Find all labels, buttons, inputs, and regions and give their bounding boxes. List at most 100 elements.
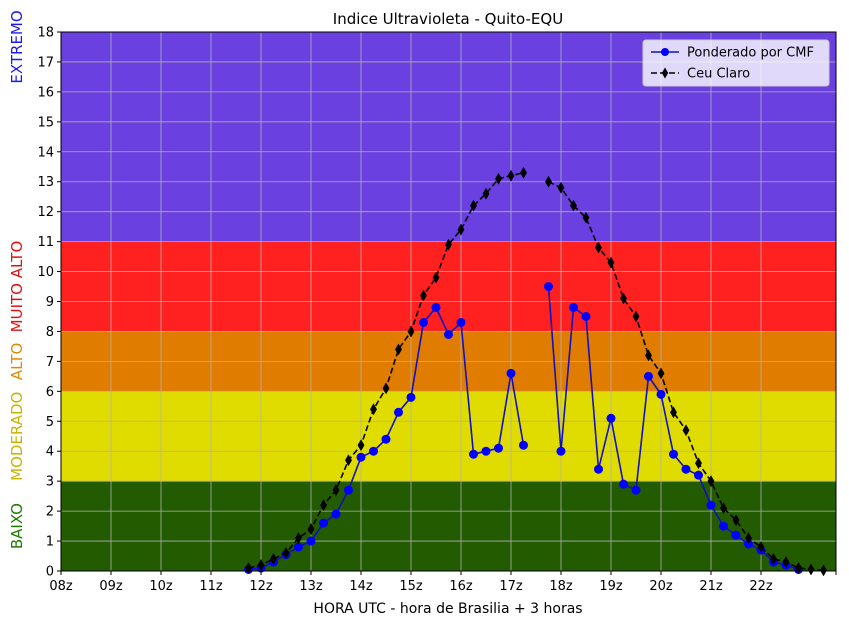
- y-tick-label: 3: [46, 475, 54, 490]
- data-point-ceu-claro: [607, 256, 615, 269]
- data-point-ponderado-por-cmf: [331, 509, 341, 519]
- data-point-ponderado-por-cmf: [681, 464, 691, 474]
- data-point-ceu-claro: [295, 532, 302, 545]
- y-tick-label: 2: [46, 505, 54, 520]
- data-point-ceu-claro: [432, 271, 440, 284]
- data-point-ceu-claro: [645, 349, 652, 362]
- y-tick-label: 9: [46, 295, 54, 310]
- data-point-ceu-claro: [307, 523, 315, 536]
- band-muito-alto: [61, 241, 836, 332]
- data-point-ceu-claro: [482, 187, 490, 200]
- x-tick-label: 13z: [299, 579, 323, 594]
- data-point-ceu-claro: [357, 439, 365, 452]
- band-label-baixo: BAIXO: [8, 503, 26, 549]
- data-point-ceu-claro: [570, 199, 577, 212]
- y-tick-label: 17: [37, 55, 54, 70]
- data-point-ponderado-por-cmf: [481, 446, 491, 456]
- data-point-ceu-claro: [520, 166, 527, 179]
- data-point-ponderado-por-cmf: [719, 521, 728, 531]
- data-point-ponderado-por-cmf: [506, 368, 516, 378]
- data-point-ponderado-por-cmf: [344, 485, 353, 495]
- legend: Ponderado por CMF Ceu Claro: [642, 39, 830, 87]
- data-point-ceu-claro: [732, 514, 740, 527]
- data-point-ceu-claro: [782, 556, 790, 569]
- data-point-ponderado-por-cmf: [319, 518, 328, 528]
- data-point-ceu-claro: [245, 562, 252, 575]
- chart-title: Indice Ultravioleta - Quito-EQU: [333, 10, 563, 28]
- x-tick-label: 12z: [249, 579, 273, 594]
- band-label-muito-alto: MUITO ALTO: [8, 241, 26, 333]
- data-point-ceu-claro: [320, 499, 327, 512]
- data-point-ceu-claro: [507, 169, 515, 182]
- data-point-ceu-claro: [407, 325, 415, 338]
- x-tick-label: 15z: [399, 579, 423, 594]
- x-tick-label: 20z: [649, 579, 673, 594]
- legend-box: [642, 39, 830, 87]
- data-point-ceu-claro: [332, 484, 340, 497]
- data-point-ponderado-por-cmf: [469, 449, 478, 459]
- data-point-ponderado-por-cmf: [394, 407, 403, 417]
- data-point-ceu-claro: [770, 553, 777, 566]
- data-point-ceu-claro: [545, 175, 552, 188]
- y-tick-label: 16: [37, 85, 54, 100]
- y-tick-label: 18: [37, 26, 54, 41]
- data-point-ceu-claro: [632, 310, 640, 323]
- data-point-ceu-claro: [620, 292, 627, 305]
- y-tick-label: 4: [46, 445, 54, 460]
- y-tick-label: 15: [37, 115, 54, 130]
- legend-marker-ponderado-por-cmf: [661, 48, 669, 56]
- data-point-ceu-claro: [345, 454, 352, 467]
- data-point-ponderado-por-cmf: [606, 413, 616, 423]
- data-point-ceu-claro: [695, 457, 702, 470]
- data-point-ponderado-por-cmf: [444, 329, 453, 339]
- data-point-ceu-claro: [757, 541, 765, 554]
- data-point-ceu-claro: [382, 382, 390, 395]
- data-point-ceu-claro: [745, 532, 752, 545]
- x-tick-label: 21z: [699, 579, 723, 594]
- data-point-ponderado-por-cmf: [669, 449, 678, 459]
- x-tick-label: 14z: [349, 579, 373, 594]
- data-point-ceu-claro: [445, 238, 452, 251]
- data-point-ponderado-por-cmf: [494, 443, 503, 453]
- x-tick-label: 08z: [49, 579, 73, 594]
- data-point-ponderado-por-cmf: [644, 371, 653, 381]
- data-point-ponderado-por-cmf: [731, 530, 741, 540]
- data-point-ponderado-por-cmf: [631, 485, 641, 495]
- data-point-ponderado-por-cmf: [556, 446, 566, 456]
- data-point-ponderado-por-cmf: [456, 317, 466, 327]
- data-point-ponderado-por-cmf: [656, 389, 666, 399]
- y-tick-label: 5: [46, 415, 54, 430]
- x-tick-label: 18z: [549, 579, 573, 594]
- data-point-ceu-claro: [282, 547, 290, 560]
- data-point-ponderado-por-cmf: [706, 500, 716, 510]
- y-tick-label: 12: [37, 205, 54, 220]
- data-point-ceu-claro: [370, 403, 377, 416]
- data-point-ceu-claro: [270, 553, 277, 566]
- data-point-ceu-claro: [457, 223, 465, 236]
- data-point-ceu-claro: [657, 367, 665, 380]
- data-point-ponderado-por-cmf: [356, 452, 366, 462]
- data-point-ponderado-por-cmf: [419, 317, 428, 327]
- risk-band-labels: BAIXO MODERADO ALTO MUITO ALTO EXTREMO: [8, 10, 26, 549]
- x-tick-label: 11z: [199, 579, 223, 594]
- x-axis-ticks: 08z 09z 10z 11z 12z 13z 14z 15z 16z 17z 18z 19z 20z 2…: [49, 571, 837, 594]
- data-point-ceu-claro: [720, 502, 727, 515]
- y-tick-label: 8: [46, 325, 54, 340]
- data-point-ponderado-por-cmf: [369, 446, 378, 456]
- data-point-ponderado-por-cmf: [294, 542, 303, 552]
- y-tick-label: 7: [46, 355, 54, 370]
- x-tick-label: 10z: [149, 579, 173, 594]
- data-point-ponderado-por-cmf: [581, 311, 591, 321]
- data-point-ponderado-por-cmf: [306, 536, 316, 546]
- data-point-ponderado-por-cmf: [619, 479, 628, 489]
- y-tick-label: 11: [37, 235, 54, 250]
- y-tick-label: 0: [46, 565, 54, 580]
- data-point-ceu-claro: [557, 181, 565, 194]
- x-tick-label: 19z: [599, 579, 623, 594]
- band-label-extremo: EXTREMO: [8, 10, 26, 83]
- x-axis-label: HORA UTC - hora de Brasilia + 3 horas: [313, 601, 582, 617]
- data-point-ceu-claro: [670, 406, 677, 419]
- data-point-ponderado-por-cmf: [406, 392, 416, 402]
- y-tick-label: 13: [37, 175, 54, 190]
